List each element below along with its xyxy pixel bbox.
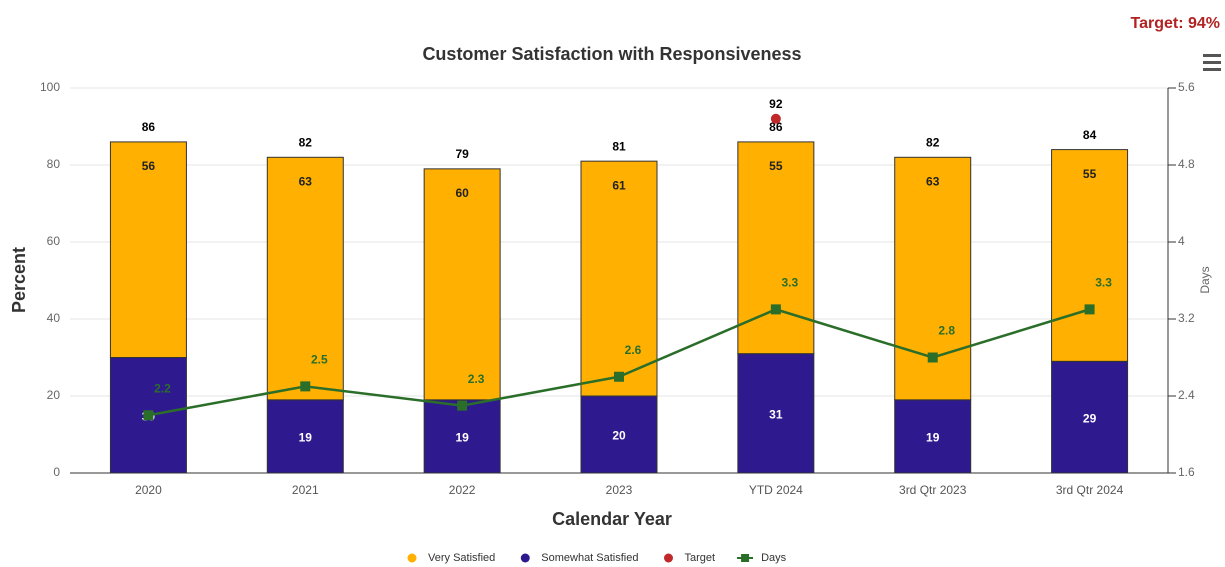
x-tick-label: 3rd Qtr 2023 <box>899 483 967 497</box>
x-tick-label: 2023 <box>606 483 633 497</box>
y2-axis-title: Days <box>1198 266 1212 293</box>
y2-tick-label: 3.2 <box>1178 311 1195 325</box>
legend-symbol <box>663 553 673 563</box>
bar <box>423 168 501 401</box>
bar-value-label: 63 <box>926 174 940 188</box>
bar <box>894 156 972 401</box>
legend-symbol <box>741 554 750 562</box>
legend-symbol <box>407 553 417 563</box>
y-tick-label: 80 <box>47 157 61 171</box>
days-label: 2.6 <box>625 343 642 357</box>
y-tick-label: 0 <box>53 465 60 479</box>
stack-total-label: 81 <box>612 139 626 153</box>
y2-tick-label: 5.6 <box>1178 80 1195 94</box>
y2-tick-label: 2.4 <box>1178 388 1195 402</box>
y-tick-label: 60 <box>47 234 61 248</box>
bar <box>894 399 972 474</box>
bar-value-label: 55 <box>769 159 783 173</box>
bar-value-label: 55 <box>1083 167 1097 181</box>
days-label: 2.3 <box>468 372 485 386</box>
days-marker <box>1084 304 1095 315</box>
days-marker <box>457 400 468 411</box>
days-label: 2.8 <box>938 324 955 338</box>
x-tick-label: 2020 <box>135 483 162 497</box>
stack-total-label: 86 <box>769 120 783 134</box>
days-label: 2.5 <box>311 353 328 367</box>
y-tick-label: 100 <box>40 80 60 94</box>
bar-value-label: 31 <box>769 407 783 421</box>
y2-tick-label: 4.8 <box>1178 157 1195 171</box>
stack-total-label: 82 <box>926 135 940 149</box>
y-axis-title: Percent <box>9 247 29 313</box>
bar <box>737 353 815 474</box>
x-tick-label: YTD 2024 <box>749 483 803 497</box>
days-label: 3.3 <box>782 276 799 290</box>
bar-value-label: 19 <box>299 431 313 445</box>
days-label: 3.3 <box>1095 276 1112 290</box>
legend-symbol <box>520 553 530 563</box>
bar <box>109 141 187 358</box>
y2-tick-label: 1.6 <box>1178 465 1195 479</box>
y2-tick-label: 4 <box>1178 234 1185 248</box>
stack-total-label: 79 <box>455 147 469 161</box>
target-annotation: Target: 94% <box>1130 15 1220 32</box>
bar-value-label: 19 <box>926 431 940 445</box>
menu-bar[interactable] <box>1203 54 1221 57</box>
days-marker <box>143 410 154 421</box>
stack-total-label: 84 <box>1083 128 1097 142</box>
x-tick-label: 3rd Qtr 2024 <box>1056 483 1124 497</box>
menu-bar[interactable] <box>1203 61 1221 64</box>
bar <box>1051 149 1129 362</box>
stack-total-label: 82 <box>299 135 313 149</box>
target-label: 92 <box>769 97 783 111</box>
bar <box>266 156 344 401</box>
bar-value-label: 19 <box>455 431 469 445</box>
menu-bar[interactable] <box>1203 68 1221 71</box>
y-tick-label: 40 <box>47 311 61 325</box>
x-tick-label: 2022 <box>449 483 476 497</box>
menu-icon[interactable] <box>1203 54 1221 71</box>
chart-title: Customer Satisfaction with Responsivenes… <box>422 44 801 64</box>
y-tick-label: 20 <box>47 388 61 402</box>
days-marker <box>927 352 938 363</box>
days-marker <box>300 381 311 392</box>
bar-value-label: 61 <box>612 178 626 192</box>
x-axis-title: Calendar Year <box>552 509 672 529</box>
x-tick-label: 2021 <box>292 483 319 497</box>
days-label: 2.2 <box>154 381 171 395</box>
bar <box>1051 360 1129 474</box>
bar <box>423 399 501 474</box>
bar <box>580 160 658 397</box>
bar <box>580 395 658 474</box>
stack-total-label: 86 <box>142 120 156 134</box>
legend-label: Days <box>761 552 787 564</box>
bar-value-label: 20 <box>612 429 626 443</box>
bar-value-label: 29 <box>1083 411 1097 425</box>
target-point <box>770 113 781 124</box>
bar <box>266 399 344 474</box>
bar-value-label: 63 <box>299 174 313 188</box>
legend-label: Very Satisfied <box>428 552 495 564</box>
bar-value-label: 56 <box>142 159 156 173</box>
days-marker <box>614 371 624 382</box>
bar-value-label: 60 <box>455 186 469 200</box>
legend-label: Target <box>684 552 715 564</box>
legend-label: Somewhat Satisfied <box>541 552 638 564</box>
days-marker <box>770 304 781 315</box>
